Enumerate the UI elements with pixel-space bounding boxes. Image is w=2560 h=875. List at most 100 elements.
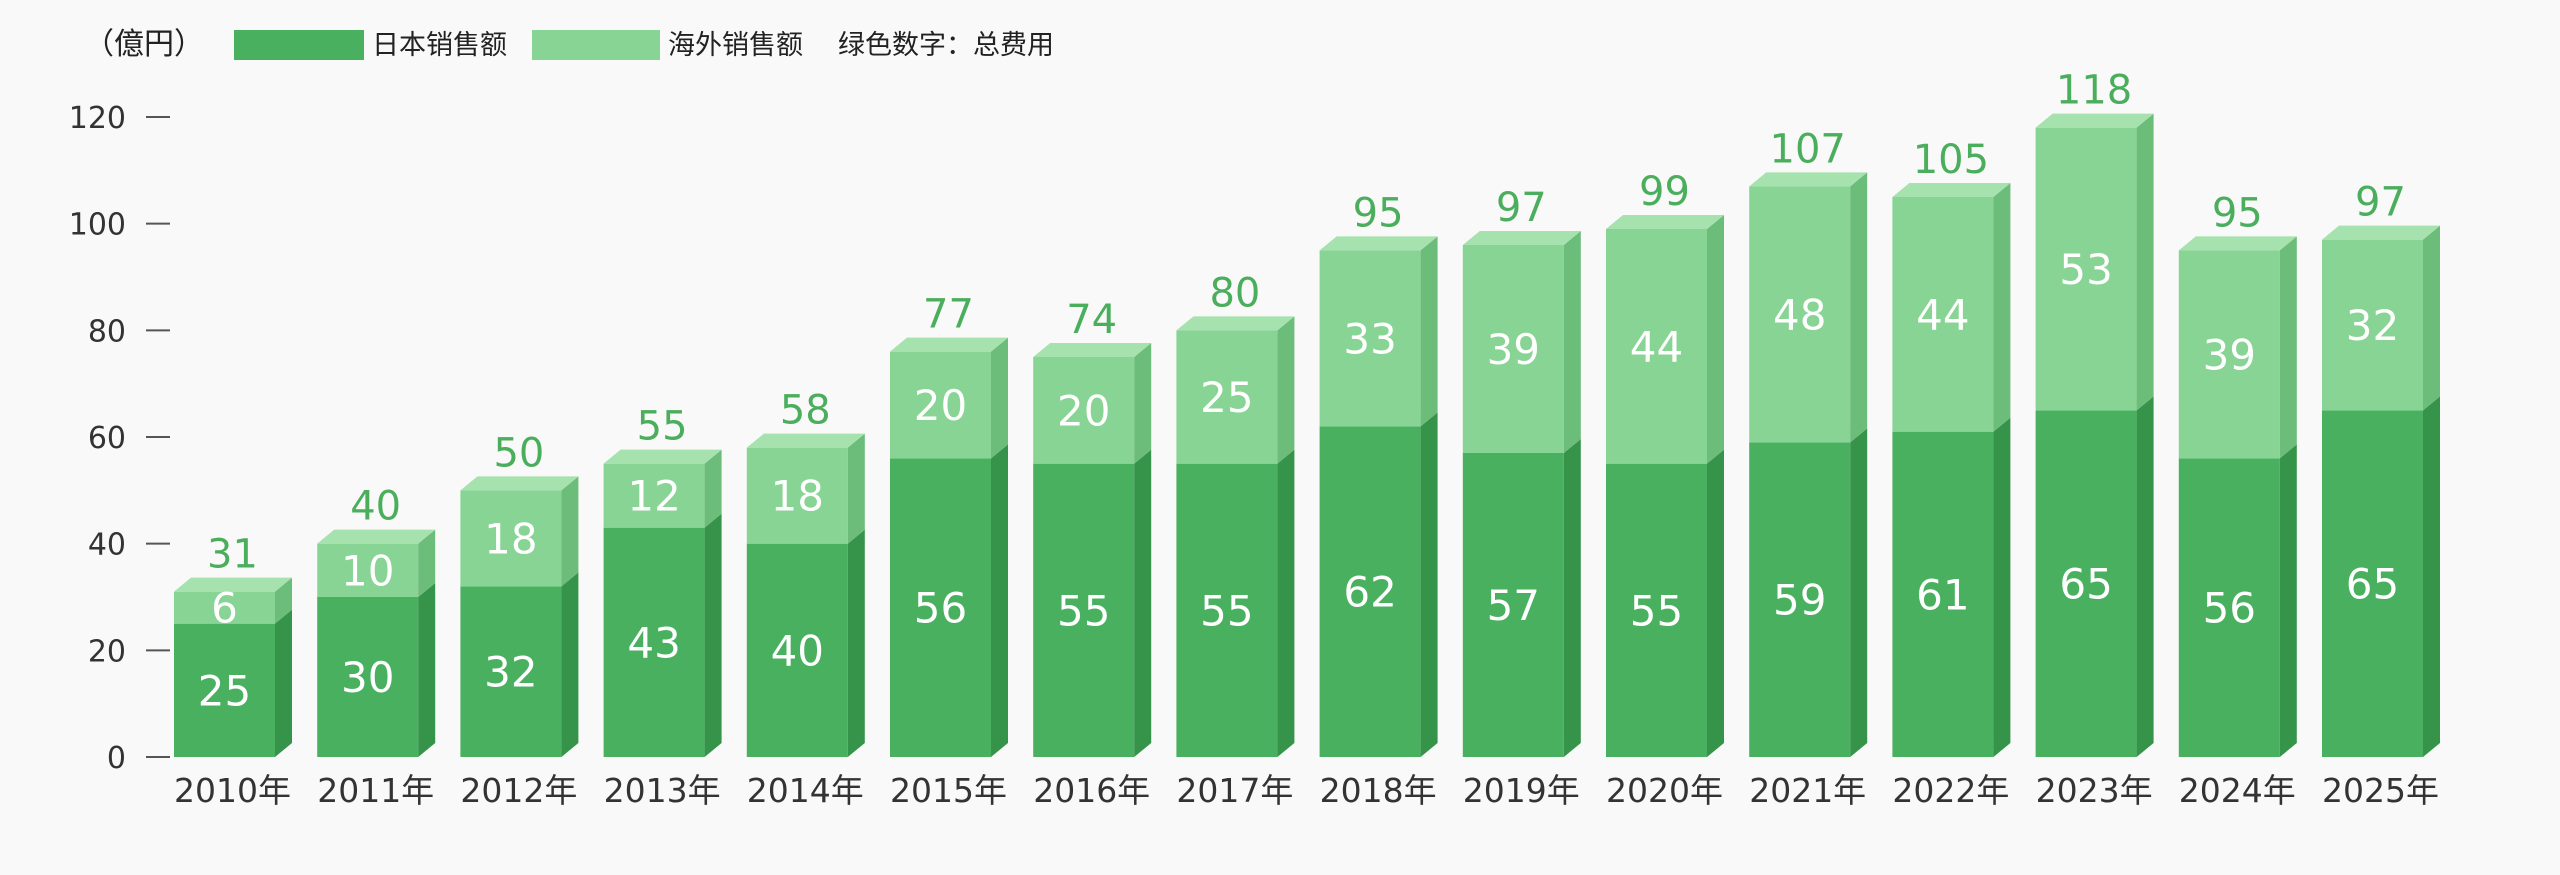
total-label: 74 xyxy=(1066,297,1117,343)
data-label-overseas: 25 xyxy=(1200,373,1253,422)
bar-japan xyxy=(317,597,419,757)
unit-label: （億円） xyxy=(84,27,204,62)
bar-top xyxy=(1033,343,1152,357)
data-label-japan: 57 xyxy=(1487,581,1540,630)
bar-japan-side xyxy=(561,572,579,757)
bar-japan xyxy=(2178,458,2280,757)
total-label: 97 xyxy=(2355,180,2406,226)
bar-japan xyxy=(1033,463,1135,757)
data-label-japan: 40 xyxy=(771,626,824,675)
bar-overseas-side xyxy=(1420,236,1438,427)
bar-overseas xyxy=(1319,250,1421,427)
bar-group: 59 48 107 xyxy=(1749,126,1868,757)
x-tick-label: 2013年 xyxy=(604,771,721,810)
data-label-japan: 43 xyxy=(627,618,680,667)
bar-overseas-side xyxy=(2423,225,2440,411)
x-tick-label: 2012年 xyxy=(460,771,577,810)
bar-japan xyxy=(1749,442,1851,757)
bar-japan xyxy=(1892,431,1994,757)
data-label-overseas: 32 xyxy=(2346,301,2399,350)
data-label-japan: 65 xyxy=(2346,560,2399,609)
data-label-japan: 59 xyxy=(1773,576,1826,625)
total-label: 95 xyxy=(1353,190,1404,236)
bar-overseas xyxy=(890,351,991,459)
bar-overseas-side xyxy=(2136,113,2154,411)
legend-label-japan: 日本销售额 xyxy=(372,30,507,61)
bar-japan-side xyxy=(1993,417,2011,757)
bar-overseas xyxy=(1176,330,1278,464)
bar-overseas-side xyxy=(275,577,292,624)
bar-overseas-side xyxy=(1134,343,1152,464)
bar-japan xyxy=(2035,410,2137,757)
bar-group: 25 6 31 xyxy=(174,532,292,757)
bar-top xyxy=(746,433,865,448)
total-label: 50 xyxy=(493,430,544,476)
y-axis: 0 20 40 60 80 100 120 xyxy=(69,101,170,776)
bar-overseas-side xyxy=(1707,215,1724,464)
total-label: 107 xyxy=(1770,126,1846,172)
bar-japan-side xyxy=(418,583,436,757)
data-label-overseas: 18 xyxy=(484,514,537,563)
bar-overseas-side xyxy=(847,433,865,544)
total-label: 31 xyxy=(207,532,258,578)
bar-overseas xyxy=(2322,239,2423,411)
bar-japan xyxy=(460,586,562,757)
data-label-japan: 55 xyxy=(1200,586,1253,635)
x-tick-label: 2010年 xyxy=(174,771,291,810)
data-label-overseas: 39 xyxy=(2203,330,2256,379)
data-label-japan: 55 xyxy=(1057,586,1110,635)
bar-japan-side xyxy=(2279,444,2297,757)
data-label-overseas: 39 xyxy=(1487,325,1540,374)
bar-top xyxy=(174,577,292,592)
bar-group: 30 10 40 xyxy=(317,484,436,757)
y-tick-label: 20 xyxy=(88,634,126,669)
legend-swatch-japan xyxy=(234,30,364,60)
bar-top xyxy=(2322,225,2440,240)
bar-japan xyxy=(890,458,991,757)
bar-overseas xyxy=(746,447,848,544)
data-label-overseas: 33 xyxy=(1343,314,1396,363)
x-tick-label: 2020年 xyxy=(1606,771,1723,810)
data-label-overseas: 20 xyxy=(1057,386,1110,435)
bar-group: 55 25 80 xyxy=(1176,270,1295,757)
bar-overseas-side xyxy=(1993,183,2011,432)
x-tick-label: 2017年 xyxy=(1176,771,1293,810)
bar-top xyxy=(1319,236,1438,251)
bar-group: 55 20 74 xyxy=(1033,297,1152,757)
total-label: 99 xyxy=(1639,169,1690,215)
bar-japan-side xyxy=(1277,449,1295,757)
data-label-japan: 62 xyxy=(1343,568,1396,617)
y-tick-label: 60 xyxy=(88,421,126,456)
legend-label-overseas: 海外销售额 xyxy=(668,30,803,61)
bar-group: 43 12 55 xyxy=(603,404,722,757)
total-label: 40 xyxy=(350,484,401,530)
x-tick-label: 2023年 xyxy=(2036,771,2153,810)
bar-japan-side xyxy=(2136,396,2154,757)
bar-overseas xyxy=(1606,229,1707,464)
bar-overseas-side xyxy=(991,337,1008,459)
total-label: 55 xyxy=(637,404,688,450)
data-label-overseas: 44 xyxy=(1630,322,1683,371)
x-tick-label: 2015年 xyxy=(890,771,1007,810)
bar-japan-side xyxy=(2423,396,2440,757)
data-label-overseas: 48 xyxy=(1773,290,1826,339)
bar-top xyxy=(1462,231,1581,245)
data-label-overseas: 20 xyxy=(914,381,967,430)
x-tick-label: 2018年 xyxy=(1320,771,1437,810)
data-label-japan: 25 xyxy=(198,666,251,715)
bar-japan xyxy=(1606,463,1707,757)
bar-overseas-side xyxy=(1277,316,1295,464)
x-tick-label: 2024年 xyxy=(2179,771,2296,810)
bar-top xyxy=(1892,183,2011,197)
bar-group: 56 39 95 xyxy=(2178,190,2297,757)
legend-note: 绿色数字：总费用 xyxy=(838,30,1054,61)
total-label: 80 xyxy=(1209,270,1260,316)
data-label-overseas: 44 xyxy=(1916,290,1969,339)
x-tick-label: 2025年 xyxy=(2322,771,2439,810)
bar-overseas xyxy=(460,490,562,587)
bar-japan-side xyxy=(1563,439,1581,757)
bar-top xyxy=(603,449,722,464)
bar-top xyxy=(317,529,436,544)
data-label-japan: 56 xyxy=(2203,584,2256,633)
bar-overseas xyxy=(2178,250,2280,459)
